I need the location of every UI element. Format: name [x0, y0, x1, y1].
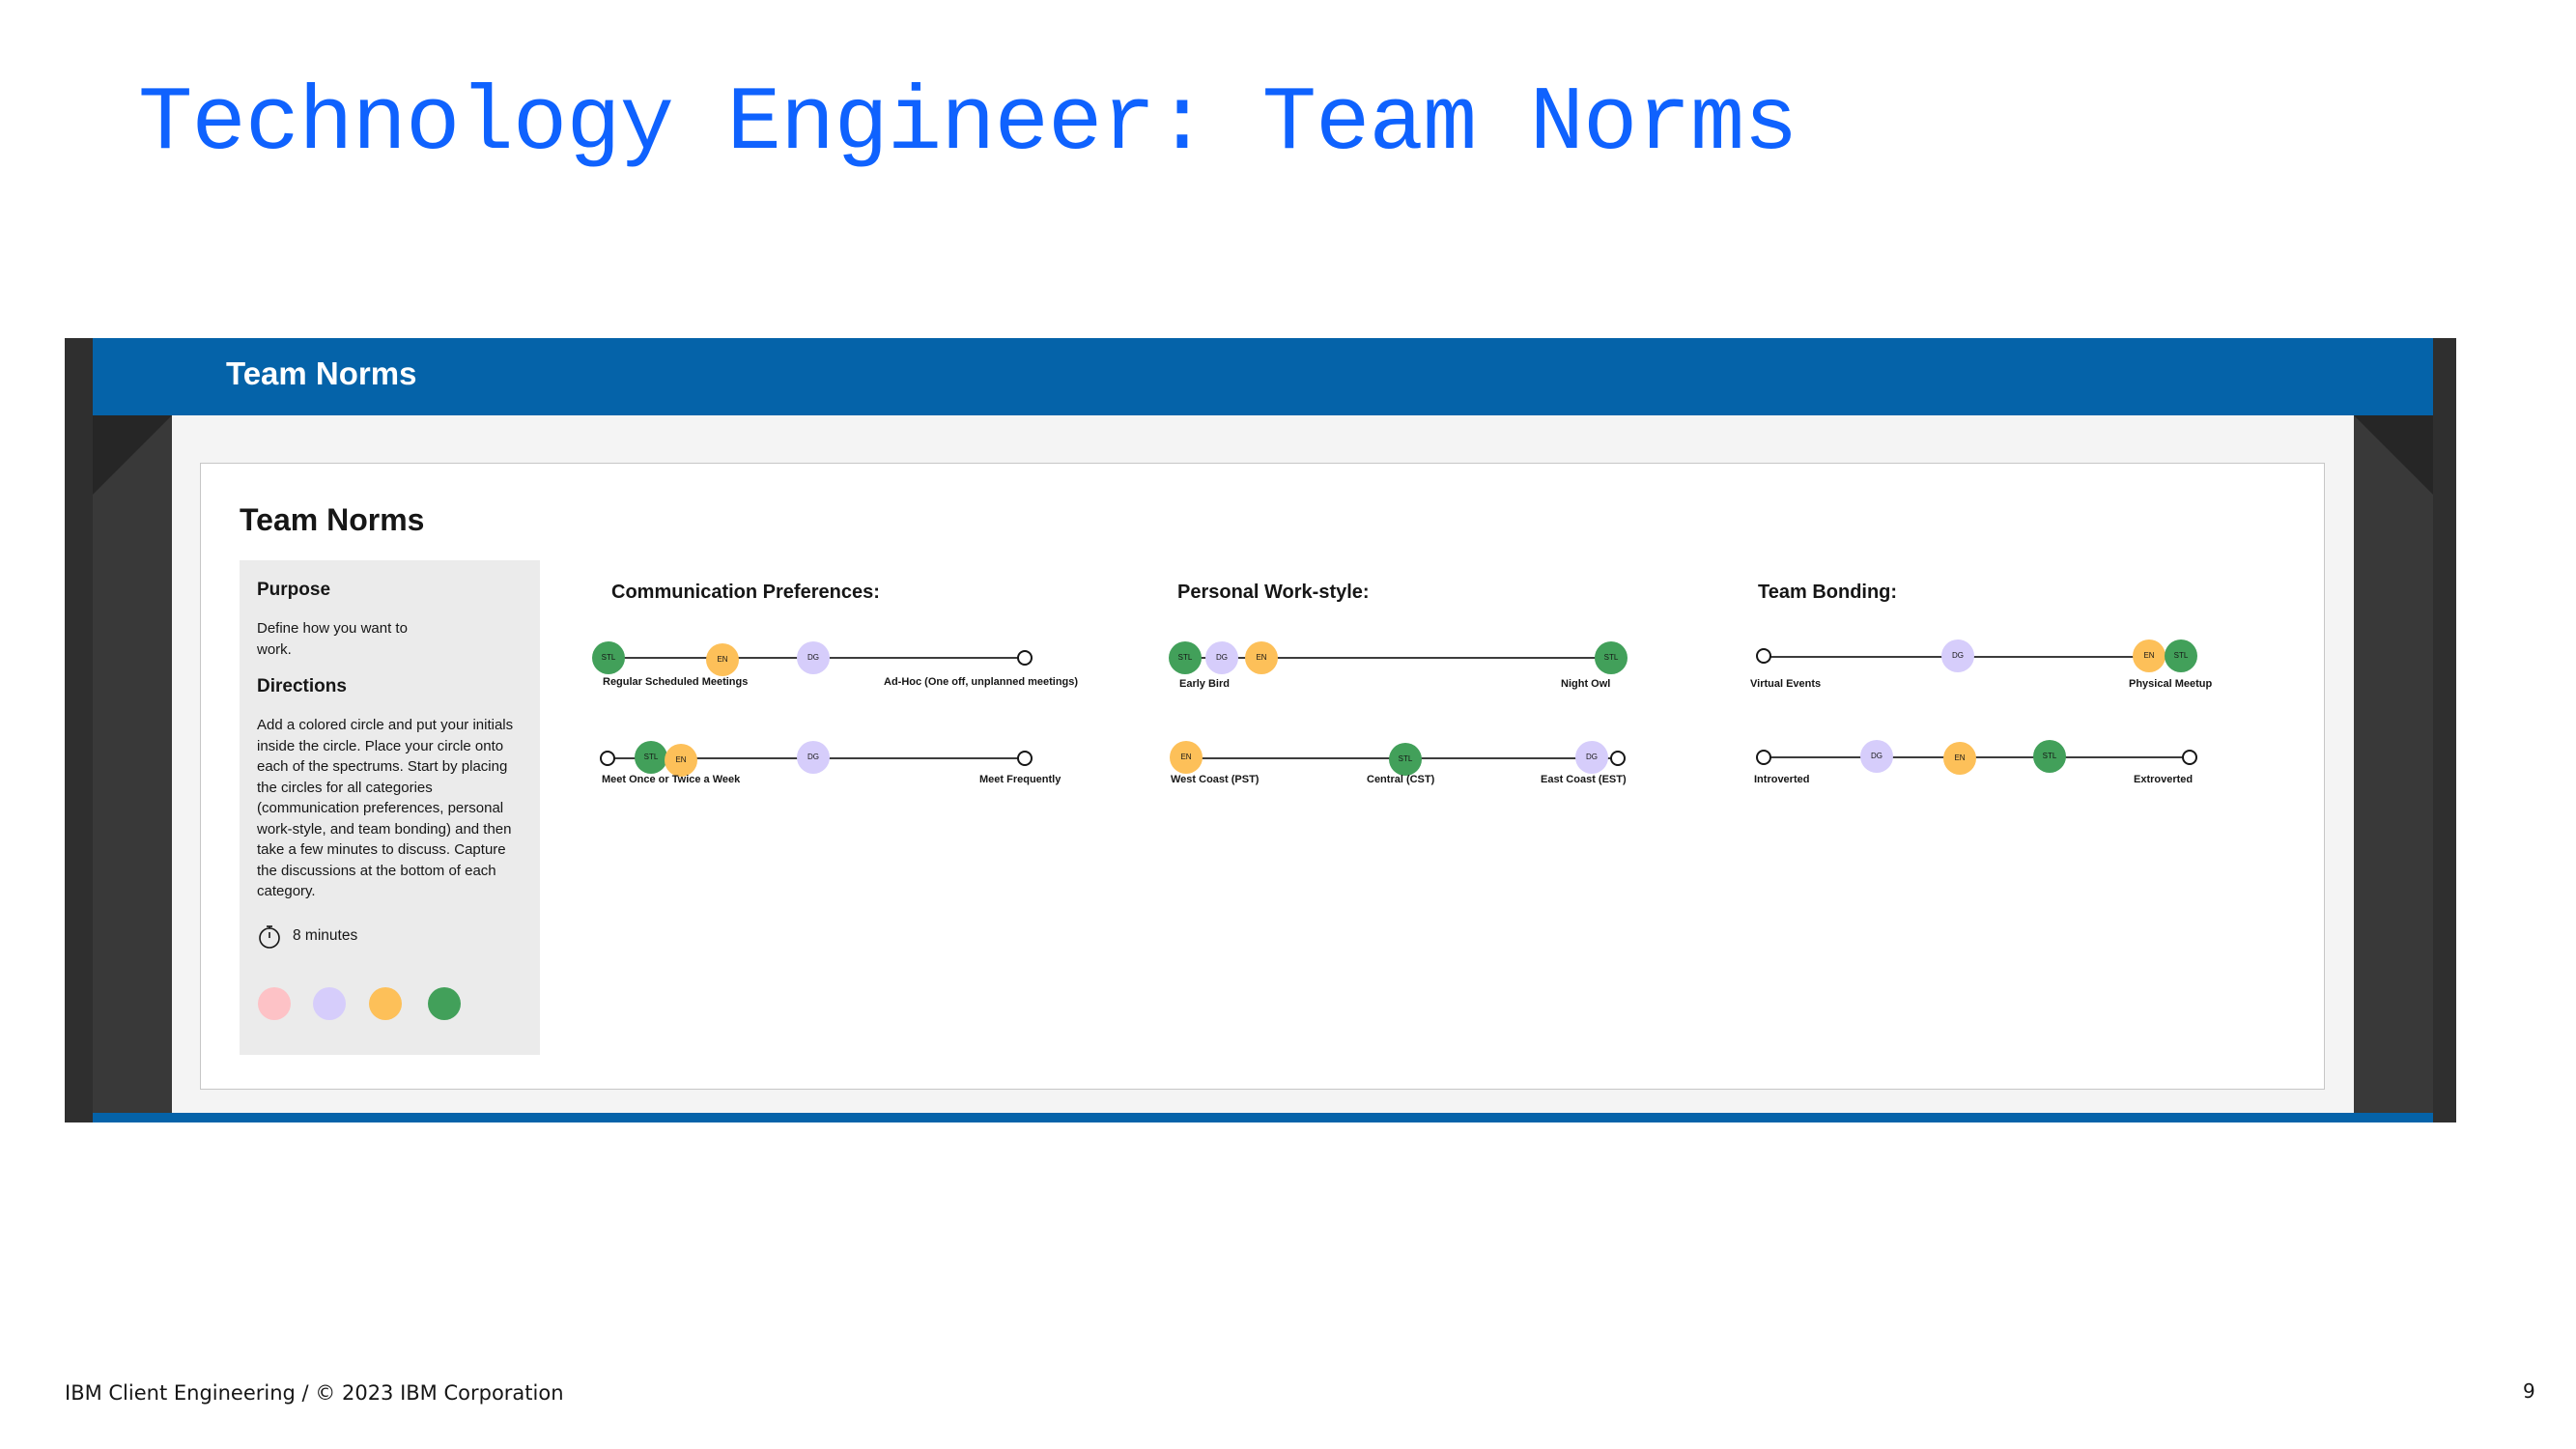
marker-stl[interactable]: STL	[2165, 639, 2197, 672]
frame-shade-left	[65, 338, 93, 1122]
spectrum-line	[1186, 657, 1611, 659]
slide-title: Technology Engineer: Team Norms	[138, 73, 1798, 176]
marker-stl[interactable]: STL	[635, 741, 667, 774]
board-title: Team Norms	[240, 502, 425, 537]
spectrum-label-left: Virtual Events	[1750, 678, 1822, 690]
frame-header-title: Team Norms	[226, 355, 417, 391]
marker-en[interactable]: EN	[1170, 741, 1203, 774]
marker-dg[interactable]: DG	[1860, 740, 1893, 773]
frame-bottom-bar	[93, 1113, 2433, 1122]
color-swatch-purple[interactable]	[313, 987, 346, 1020]
spectrum-endpoint-right	[1610, 751, 1626, 766]
marker-dg[interactable]: DG	[797, 741, 830, 774]
purpose-heading: Purpose	[257, 580, 331, 600]
team-norms-board: Team Norms Purpose Define how you want t…	[200, 463, 2325, 1090]
frame-shade-right	[2433, 338, 2456, 1122]
marker-dg[interactable]: DG	[797, 641, 830, 674]
purpose-text: Define how you want to work.	[257, 620, 408, 658]
spectrum-endpoint-left	[1756, 750, 1771, 765]
marker-stl[interactable]: STL	[1169, 641, 1202, 674]
directions-text: Add a colored circle and put your initia…	[257, 717, 514, 899]
frame-header-bar: Team Norms	[93, 338, 2433, 415]
spectrum-endpoint-right	[2182, 750, 2197, 765]
spectrum-label-right: East Coast (EST)	[1541, 774, 1627, 785]
stopwatch-icon	[259, 925, 280, 949]
marker-stl[interactable]: STL	[1595, 641, 1628, 674]
spectrum-label-left: Introverted	[1754, 774, 1810, 785]
spectrum-endpoint-left	[1756, 648, 1771, 664]
color-swatch-orange[interactable]	[369, 987, 402, 1020]
marker-dg[interactable]: DG	[1205, 641, 1238, 674]
color-swatch-green[interactable]	[428, 987, 461, 1020]
marker-en[interactable]: EN	[1245, 641, 1278, 674]
spectrum-endpoint-right	[1017, 751, 1033, 766]
marker-stl[interactable]: STL	[592, 641, 625, 674]
color-swatch-pink[interactable]	[258, 987, 291, 1020]
spectrum-label-left: Meet Once or Twice a Week	[602, 774, 741, 785]
slide-footer: IBM Client Engineering / © 2023 IBM Corp…	[65, 1381, 564, 1405]
spectrum-label-left: Regular Scheduled Meetings	[603, 676, 749, 688]
spectrum-endpoint-right	[1017, 650, 1033, 666]
marker-en[interactable]: EN	[2133, 639, 2166, 672]
spectrum-label-right: Night Owl	[1561, 678, 1611, 690]
frame-corner-left	[93, 415, 172, 495]
spectrum-label-right: Ad-Hoc (One off, unplanned meetings)	[884, 676, 1079, 688]
spectrum-label-right: Physical Meetup	[2129, 678, 2213, 690]
spectrum-label-left: Early Bird	[1179, 678, 1230, 690]
marker-stl[interactable]: STL	[2033, 740, 2066, 773]
mural-frame: Team Norms Team Norms Purpose Define how…	[65, 338, 2456, 1122]
marker-stl[interactable]: STL	[1389, 743, 1422, 776]
page-number: 9	[2523, 1379, 2535, 1403]
spectrum-label-left: West Coast (PST)	[1171, 774, 1260, 785]
purpose-card: Purpose Define how you want to work. Dir…	[240, 560, 540, 1055]
spectrum-line	[1764, 756, 2189, 758]
marker-dg[interactable]: DG	[1941, 639, 1974, 672]
spectrum-line	[1764, 656, 2194, 658]
spectrum-label-middle: Central (CST)	[1367, 774, 1435, 785]
spectrum-label-right: Meet Frequently	[979, 774, 1062, 785]
marker-en[interactable]: EN	[706, 643, 739, 676]
marker-dg[interactable]: DG	[1575, 741, 1608, 774]
section-title-team-bonding: Team Bonding:	[1758, 582, 1898, 603]
section-title-work-style: Personal Work-style:	[1177, 582, 1370, 603]
frame-corner-right	[2354, 415, 2433, 495]
directions-heading: Directions	[257, 676, 347, 696]
spectrum-endpoint-left	[600, 751, 615, 766]
time-estimate: 8 minutes	[293, 927, 358, 944]
marker-en[interactable]: EN	[665, 744, 697, 777]
spectrum-label-right: Extroverted	[2134, 774, 2194, 785]
marker-en[interactable]: EN	[1943, 742, 1976, 775]
section-title-communication: Communication Preferences:	[611, 582, 880, 603]
